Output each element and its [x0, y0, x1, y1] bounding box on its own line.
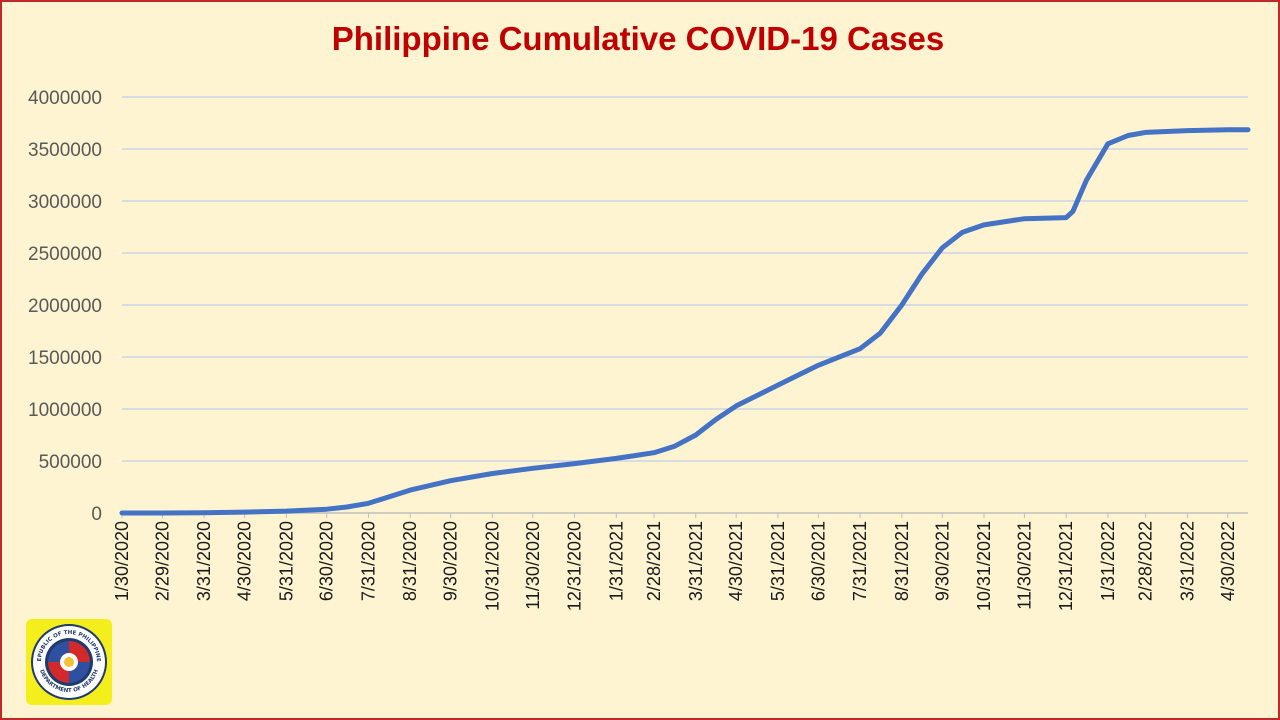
y-tick-label: 3500000 — [28, 140, 102, 161]
y-tick-label: 2000000 — [28, 296, 102, 317]
x-tick-label: 11/30/2020 — [523, 521, 543, 610]
y-tick-label: 0 — [91, 504, 102, 525]
x-tick-label: 10/31/2020 — [482, 521, 502, 611]
y-tick-label: 2500000 — [28, 244, 102, 265]
x-tick-label: 3/31/2022 — [1177, 521, 1197, 601]
x-tick-label: 7/31/2020 — [358, 521, 378, 601]
x-tick-label: 8/31/2020 — [400, 521, 420, 601]
cumulative-cases-line — [119, 127, 1251, 516]
y-tick-label: 1000000 — [28, 400, 102, 421]
x-tick-label: 12/31/2020 — [565, 521, 585, 611]
x-tick-label: 5/31/2020 — [276, 521, 296, 601]
y-tick-label: 3000000 — [28, 192, 102, 213]
x-tick-label: 6/30/2021 — [808, 521, 828, 601]
x-tick-label: 3/31/2021 — [686, 521, 706, 601]
department-of-health-logo: REPUBLIC OF THE PHILIPPINES DEPARTMENT O… — [26, 619, 112, 705]
x-tick-label: 8/31/2021 — [892, 521, 912, 601]
x-tick-label: 11/30/2021 — [1014, 521, 1034, 610]
x-tick-label: 5/31/2021 — [768, 521, 788, 601]
x-tick-label: 12/31/2021 — [1056, 521, 1076, 611]
x-tick-label: 9/30/2020 — [441, 521, 461, 601]
y-axis-ticks: 0 500000 1000000 1500000 2000000 2500000 30000… — [28, 88, 102, 525]
x-axis-ticks: 1/30/2020 2/29/2020 3/31/2020 4/30/2020 5/31… — [112, 513, 1238, 611]
chart-title: Philippine Cumulative COVID-19 Cases — [331, 20, 945, 57]
x-tick-label: 2/28/2022 — [1136, 521, 1156, 601]
x-tick-label: 7/31/2021 — [850, 521, 870, 601]
x-tick-label: 4/30/2022 — [1218, 521, 1238, 601]
x-tick-label: 1/31/2022 — [1098, 521, 1118, 601]
x-tick-label: 1/30/2020 — [112, 521, 132, 601]
x-tick-label: 6/30/2020 — [317, 521, 337, 601]
x-tick-label: 4/30/2020 — [235, 521, 255, 601]
x-tick-label: 1/31/2021 — [606, 521, 626, 601]
gridlines — [122, 96, 1248, 462]
x-tick-label: 3/31/2020 — [194, 521, 214, 601]
x-tick-label: 9/30/2021 — [932, 521, 952, 601]
y-tick-label: 1500000 — [28, 348, 102, 369]
x-tick-label: 2/28/2021 — [644, 521, 664, 601]
x-tick-label: 2/29/2020 — [152, 521, 172, 601]
y-tick-label: 4000000 — [28, 88, 102, 109]
x-tick-label: 10/31/2021 — [974, 521, 994, 611]
x-tick-label: 4/30/2021 — [726, 521, 746, 601]
y-tick-label: 500000 — [39, 452, 102, 473]
